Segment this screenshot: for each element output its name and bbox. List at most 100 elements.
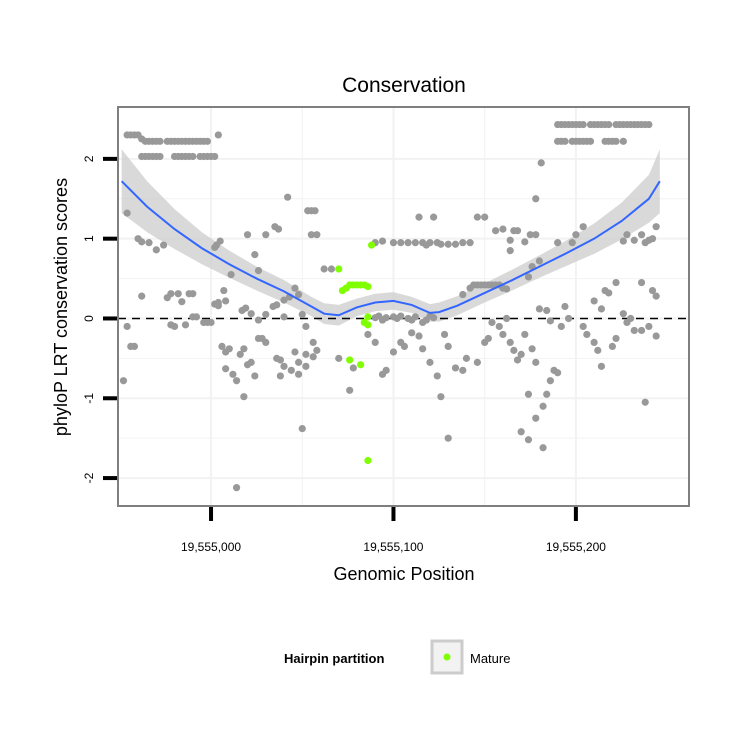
other-point — [291, 348, 299, 356]
other-point — [251, 251, 259, 259]
other-point — [411, 313, 419, 321]
x-tick-label: 19,555,100 — [363, 540, 423, 554]
other-point — [627, 314, 635, 323]
other-point — [612, 278, 620, 287]
legend-title: Hairpin partition — [284, 651, 384, 666]
other-point — [276, 372, 284, 380]
other-point — [170, 322, 179, 331]
other-point — [630, 236, 638, 244]
other-point — [579, 322, 587, 331]
other-point — [637, 326, 646, 335]
other-point — [652, 292, 660, 300]
other-point — [554, 239, 562, 247]
other-point — [437, 240, 445, 248]
other-point — [242, 304, 250, 312]
other-point — [502, 285, 511, 293]
y-tick-label: 2 — [82, 155, 96, 162]
other-point — [152, 246, 160, 254]
other-point — [298, 424, 306, 433]
other-point — [222, 365, 230, 373]
other-point — [295, 290, 303, 299]
other-point — [652, 223, 660, 231]
other-point — [313, 231, 321, 239]
other-point — [605, 120, 613, 129]
confidence-ribbon-layer — [121, 149, 660, 326]
other-point — [415, 332, 423, 340]
other-point — [513, 356, 522, 364]
other-point — [612, 137, 620, 145]
other-point — [240, 393, 248, 401]
other-point — [568, 239, 576, 247]
other-point — [274, 225, 283, 233]
other-point — [254, 266, 263, 275]
other-point — [382, 314, 390, 322]
other-point — [327, 265, 336, 273]
other-point — [459, 239, 467, 247]
other-point — [307, 231, 315, 239]
other-point — [262, 338, 270, 347]
other-point — [484, 334, 492, 343]
other-point — [499, 330, 507, 339]
other-point — [537, 159, 545, 167]
other-point — [178, 298, 186, 306]
other-point — [302, 362, 310, 370]
other-point — [506, 236, 514, 244]
other-point — [641, 398, 649, 406]
other-point — [510, 346, 518, 354]
other-point — [349, 364, 357, 372]
other-point — [220, 286, 228, 295]
other-point — [554, 369, 562, 377]
other-point — [459, 290, 467, 299]
other-point — [451, 240, 460, 248]
other-point — [521, 330, 529, 339]
other-point — [211, 243, 219, 252]
other-point — [335, 354, 343, 362]
other-point — [311, 207, 319, 215]
other-point — [320, 265, 328, 273]
other-point — [513, 227, 522, 235]
other-point — [546, 317, 554, 325]
other-point — [408, 329, 416, 337]
mature-point — [346, 356, 354, 364]
other-point — [648, 235, 657, 243]
other-point — [280, 296, 288, 304]
x-tick-label: 19,555,000 — [181, 540, 241, 554]
other-point — [495, 322, 503, 331]
legend-label-mature: Mature — [470, 651, 510, 666]
other-point — [254, 316, 263, 324]
other-point — [382, 366, 390, 374]
other-point — [295, 370, 303, 378]
other-point — [451, 364, 460, 372]
other-point — [227, 270, 235, 279]
other-point — [499, 225, 507, 233]
other-point — [440, 330, 449, 339]
other-point — [295, 358, 303, 366]
other-point — [284, 193, 292, 201]
y-axis-title: phyloP LRT conservation scores — [51, 178, 71, 436]
other-point — [232, 484, 241, 492]
other-point — [397, 312, 405, 320]
other-point — [247, 358, 255, 366]
other-point — [273, 301, 281, 309]
other-point — [174, 290, 182, 298]
chart-title: Conservation — [342, 74, 466, 97]
smooth-line — [120, 180, 661, 317]
other-point — [645, 322, 653, 331]
other-point — [579, 120, 587, 129]
y-tick-label: -2 — [82, 472, 96, 483]
other-point — [371, 338, 379, 347]
other-point — [528, 345, 536, 353]
other-point — [623, 231, 631, 239]
other-point — [415, 213, 423, 221]
other-point — [444, 342, 452, 350]
mature-point — [364, 456, 372, 465]
other-point — [400, 342, 409, 350]
legend-key-mature-dot — [443, 653, 451, 661]
other-point — [236, 350, 244, 358]
mature-point — [367, 241, 376, 249]
other-point — [583, 330, 591, 339]
other-point — [481, 213, 489, 221]
other-point — [214, 131, 222, 139]
y-tick-label: -1 — [82, 393, 96, 404]
other-point — [437, 393, 445, 401]
